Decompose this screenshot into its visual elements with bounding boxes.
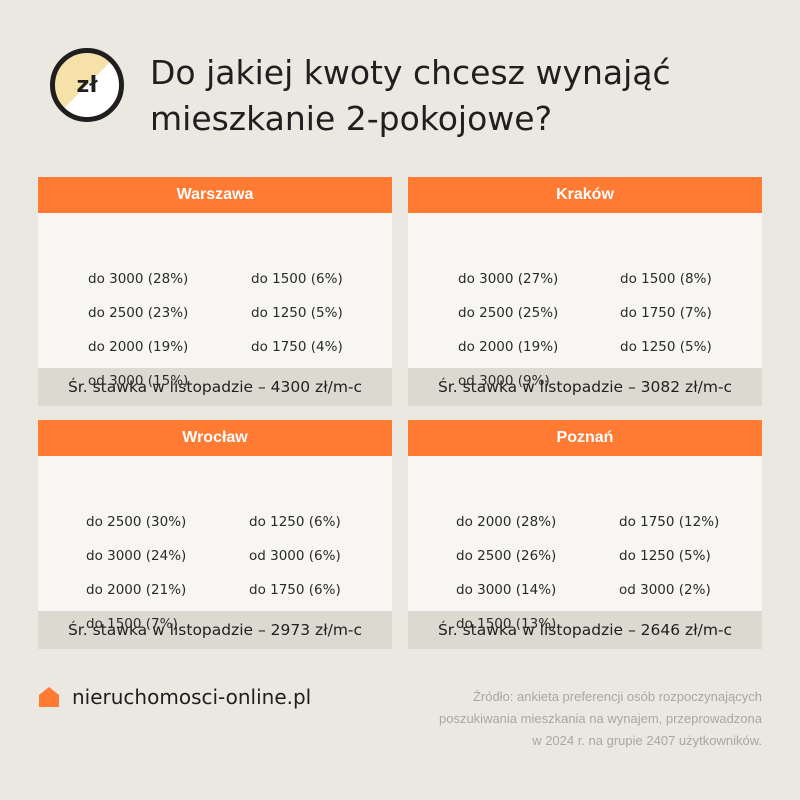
- header: zł Do jakiej kwoty chcesz wynająć mieszk…: [50, 48, 770, 148]
- entry: do 1250 (5%): [619, 548, 711, 564]
- entry: do 1750 (6%): [249, 582, 341, 598]
- entry: do 2500 (23%): [88, 305, 189, 321]
- source-line-2: poszukiwania mieszkania na wynajem, prze…: [438, 711, 762, 726]
- entry: do 1750 (7%): [620, 305, 712, 321]
- city-card-krakow: Kraków do 3000 (27%) do 2500 (25%) do 20…: [408, 177, 762, 406]
- brand-logo[interactable]: nieruchomosci-online.pl: [38, 683, 311, 711]
- entry: do 2000 (19%): [88, 339, 189, 355]
- average-rate: Śr. stawka w listopadzie – 2646 zł/m-c: [408, 611, 762, 649]
- entry: do 2500 (25%): [458, 305, 559, 321]
- house-icon-shape: [39, 687, 59, 707]
- average-rate: Śr. stawka w listopadzie – 4300 zł/m-c: [38, 368, 392, 406]
- source-line-1: Źródło: ankieta preferencji osób rozpocz…: [472, 689, 762, 704]
- entry: do 1750 (12%): [619, 514, 720, 530]
- entry: do 1250 (5%): [251, 305, 343, 321]
- city-name: Warszawa: [38, 177, 392, 213]
- entry: do 1500 (13%): [456, 616, 557, 632]
- source-note: Źródło: ankieta preferencji osób rozpocz…: [382, 686, 762, 752]
- entry: do 1500 (6%): [251, 271, 343, 287]
- entry: do 1250 (6%): [249, 514, 341, 530]
- entry: od 3000 (6%): [249, 548, 341, 564]
- entry: do 2500 (30%): [86, 514, 187, 530]
- entry: do 3000 (27%): [458, 271, 559, 287]
- entry: do 3000 (28%): [88, 271, 189, 287]
- average-rate: Śr. stawka w listopadzie – 3082 zł/m-c: [408, 368, 762, 406]
- entry: do 1500 (8%): [620, 271, 712, 287]
- currency-symbol: zł: [76, 72, 98, 98]
- source-line-3: w 2024 r. na grupie 2407 użytkowników.: [532, 733, 762, 748]
- title-line-1: Do jakiej kwoty chcesz wynająć: [150, 53, 671, 92]
- entry: do 2000 (21%): [86, 582, 187, 598]
- city-card-warszawa: Warszawa do 3000 (28%) do 2500 (23%) do …: [38, 177, 392, 406]
- entry: od 3000 (2%): [619, 582, 711, 598]
- entry: do 3000 (14%): [456, 582, 557, 598]
- city-name: Wrocław: [38, 420, 392, 456]
- average-rate: Śr. stawka w listopadzie – 2973 zł/m-c: [38, 611, 392, 649]
- city-name: Poznań: [408, 420, 762, 456]
- entry: do 3000 (24%): [86, 548, 187, 564]
- entry: do 2000 (28%): [456, 514, 557, 530]
- city-entries: do 3000 (27%) do 2500 (25%) do 2000 (19%…: [408, 213, 762, 389]
- entry: do 2500 (26%): [456, 548, 557, 564]
- city-card-poznan: Poznań do 2000 (28%) do 2500 (26%) do 30…: [408, 420, 762, 649]
- city-card-wroclaw: Wrocław do 2500 (30%) do 3000 (24%) do 2…: [38, 420, 392, 649]
- entry: do 1500 (7%): [86, 616, 178, 632]
- city-name: Kraków: [408, 177, 762, 213]
- entry: do 1750 (4%): [251, 339, 343, 355]
- entry: od 3000 (15%): [88, 373, 189, 389]
- entry: do 1250 (5%): [620, 339, 712, 355]
- entry: do 2000 (19%): [458, 339, 559, 355]
- city-entries: do 2000 (28%) do 2500 (26%) do 3000 (14%…: [408, 456, 762, 632]
- page-title: Do jakiej kwoty chcesz wynająć mieszkani…: [150, 50, 671, 142]
- house-icon: [39, 687, 59, 707]
- title-line-2: mieszkanie 2-pokojowe?: [150, 99, 553, 138]
- city-entries: do 2500 (30%) do 3000 (24%) do 2000 (21%…: [38, 456, 392, 632]
- entry: od 3000 (9%): [458, 373, 550, 389]
- brand-name: nieruchomosci-online.pl: [72, 685, 312, 709]
- city-entries: do 3000 (28%) do 2500 (23%) do 2000 (19%…: [38, 213, 392, 389]
- zloty-coin-icon: zł: [50, 48, 124, 122]
